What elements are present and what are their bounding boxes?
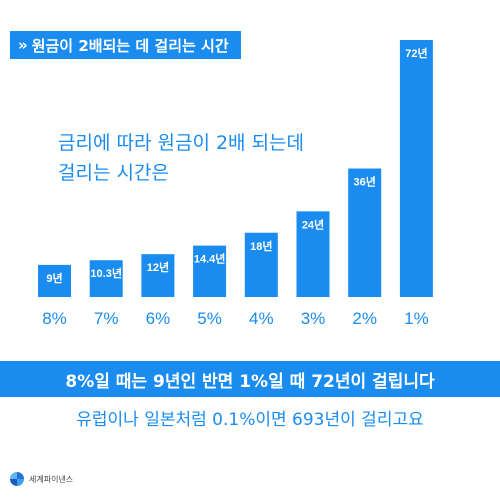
bar-8% (38, 264, 71, 297)
category-label: 4% (249, 309, 274, 328)
brand-name: 세계파이낸스 (29, 474, 74, 484)
category-label: 1% (404, 309, 429, 328)
brand: 세계파이낸스 (10, 472, 73, 486)
category-label: 7% (94, 309, 119, 328)
data-label: 36년 (354, 175, 376, 189)
intro-line-2: 걸리는 시간은 (58, 162, 169, 184)
category-label: 2% (352, 309, 377, 328)
sub-caption: 유럽이나 일본처럼 0.1%이면 693년이 걸리고요 (76, 410, 424, 430)
data-label: 10.3년 (90, 266, 122, 280)
category-label: 6% (146, 309, 171, 328)
bar-2% (348, 168, 382, 297)
highlight-banner: 8%일 때는 9년인 반면 1%일 때 72년이 걸립니다 (0, 361, 500, 397)
bar-6% (141, 254, 175, 297)
data-label: 12년 (147, 260, 169, 274)
intro-text: 금리에 따라 원금이 2배 되는데 걸리는 시간은 (58, 128, 304, 188)
chevron-icon: » (18, 36, 28, 54)
bar-4% (244, 232, 278, 297)
bar-3% (296, 211, 330, 297)
data-label: 24년 (302, 217, 324, 231)
data-label: 14.4년 (194, 252, 226, 266)
bar-1% (399, 40, 433, 297)
highlight-text: 8%일 때는 9년인 반면 1%일 때 72년이 걸립니다 (65, 371, 435, 392)
category-label: 8% (42, 309, 67, 328)
data-label: 9년 (46, 271, 62, 285)
section-tag: » 원금이 2배되는 데 걸리는 시간 (10, 31, 241, 59)
category-label: 5% (197, 309, 222, 328)
intro-line-1: 금리에 따라 원금이 2배 되는데 (58, 132, 305, 154)
bar-chart: 9년 8% 10.3년 7% 12년 6% 14.4년 5% 18년 4% 24년 3% 36년 2% 72… (38, 40, 433, 328)
category-label: 3% (301, 309, 326, 328)
data-label: 18년 (250, 239, 272, 253)
globe-icon (10, 472, 24, 486)
bar-5% (193, 245, 227, 297)
bar-7% (89, 260, 123, 297)
data-label: 72년 (405, 46, 427, 60)
section-title: 원금이 2배되는 데 걸리는 시간 (31, 36, 229, 55)
